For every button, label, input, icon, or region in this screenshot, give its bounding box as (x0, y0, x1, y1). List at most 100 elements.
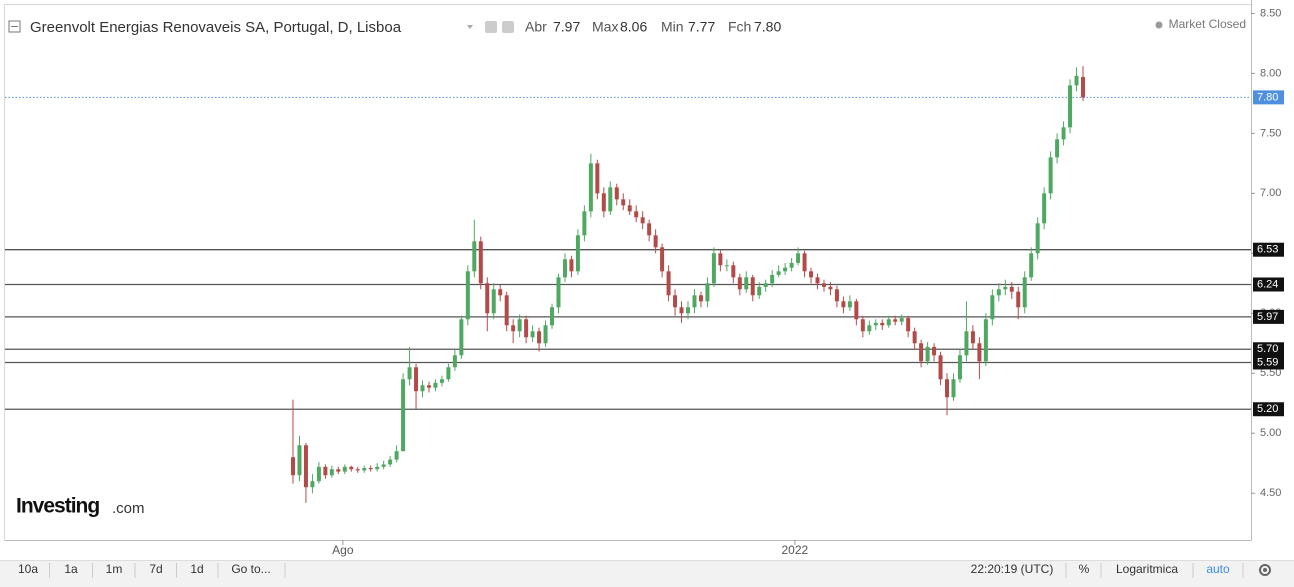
current-price-label: 7.80 (1257, 91, 1278, 103)
candle-body (634, 211, 639, 218)
candle-body (1074, 75, 1079, 86)
settings-icon[interactable] (502, 21, 514, 33)
candle-body (582, 211, 587, 236)
candle-body (323, 466, 328, 476)
candle-body (1068, 85, 1073, 128)
settings-icon[interactable] (485, 21, 497, 33)
candle-body (595, 163, 600, 194)
candle-body (660, 247, 665, 272)
ohlc-name: Max (592, 19, 618, 35)
range-button[interactable]: 1d (190, 562, 203, 576)
ohlc-name: Min (661, 19, 684, 35)
candle-body (297, 445, 302, 476)
candle-body (498, 289, 503, 296)
ohlc-value: 7.77 (688, 19, 715, 35)
level-label: 5.97 (1257, 311, 1278, 323)
candle-body (1003, 286, 1008, 290)
current-price-box (1253, 90, 1284, 105)
candle-body (303, 445, 308, 488)
candle-body (310, 481, 315, 488)
candle-body (957, 355, 962, 380)
range-button[interactable]: 1a (64, 562, 78, 576)
candle-body (770, 274, 775, 284)
candle-body (789, 262, 794, 268)
candle-body (821, 283, 826, 287)
candle-body (776, 271, 781, 275)
settings-gear[interactable] (1259, 564, 1271, 576)
logo-suffix: .com (112, 500, 145, 517)
candle-body (504, 295, 509, 326)
candle-body (543, 325, 548, 344)
candle-body (433, 382, 438, 388)
candle-body (653, 235, 658, 248)
candle-body (763, 283, 768, 287)
y-tick-label: 5.00 (1260, 427, 1281, 439)
candle-body (718, 253, 723, 266)
range-button[interactable]: 7d (149, 562, 162, 576)
logo: Investing (16, 495, 99, 518)
candle-body (919, 343, 924, 362)
candle-body (472, 241, 477, 272)
range-button[interactable]: 1m (106, 562, 123, 576)
y-tick-label: 7.00 (1260, 187, 1281, 199)
gear-ring (1259, 564, 1271, 576)
range-button[interactable]: 10a (18, 562, 38, 576)
candle-body (291, 457, 295, 476)
level-label-box (1253, 355, 1284, 370)
level-label-box (1253, 402, 1284, 417)
percent-toggle[interactable]: % (1079, 562, 1090, 576)
candle-body (511, 325, 516, 332)
candle-body (601, 193, 606, 212)
candle-body (705, 283, 710, 302)
candle-body (731, 265, 736, 278)
candle-body (569, 259, 574, 272)
candle-body (1035, 223, 1040, 254)
candle-body (932, 346, 937, 356)
auto-toggle[interactable]: auto (1206, 562, 1230, 576)
title-dropdown[interactable] (467, 25, 473, 29)
candle-body (899, 318, 904, 322)
candle-body (802, 253, 807, 272)
candle-body (556, 277, 561, 308)
candle-body (686, 307, 690, 314)
candle-body (446, 367, 451, 380)
candle-body (614, 187, 619, 200)
candle-body (679, 307, 684, 314)
level-label: 5.20 (1257, 403, 1278, 415)
candle-body (342, 466, 347, 472)
candle-body (394, 451, 399, 460)
range-button[interactable]: Go to... (231, 562, 270, 576)
candle-body (329, 469, 334, 476)
candle-body (381, 464, 386, 467)
candle-body (349, 466, 354, 470)
candle-body (588, 163, 593, 212)
ohlc-name: Abr (525, 19, 547, 35)
candle-body (970, 331, 975, 344)
candle-body (737, 277, 742, 290)
candle-body (925, 346, 930, 362)
candle-body (893, 319, 898, 322)
gear-hub (1263, 568, 1267, 572)
candle-body (414, 367, 419, 392)
candle-body (550, 307, 555, 326)
candle-body (977, 343, 982, 362)
candle-body (744, 277, 749, 290)
candle-body (426, 385, 431, 388)
ohlc-value: 7.97 (553, 19, 580, 35)
candle-body (388, 459, 393, 465)
candle-body (485, 283, 490, 314)
candle-body (530, 331, 535, 338)
log-toggle[interactable]: Logaritmica (1116, 562, 1178, 576)
candle-body (621, 199, 626, 206)
candle-body (886, 319, 891, 326)
candle-body (375, 466, 380, 470)
y-tick-label: 8.00 (1260, 67, 1281, 79)
candle-body (647, 223, 652, 236)
candle-body (478, 241, 483, 284)
candle-body (420, 385, 425, 392)
candle-body (828, 286, 833, 290)
candle-body (757, 286, 762, 296)
y-tick-label: 8.50 (1260, 7, 1281, 19)
